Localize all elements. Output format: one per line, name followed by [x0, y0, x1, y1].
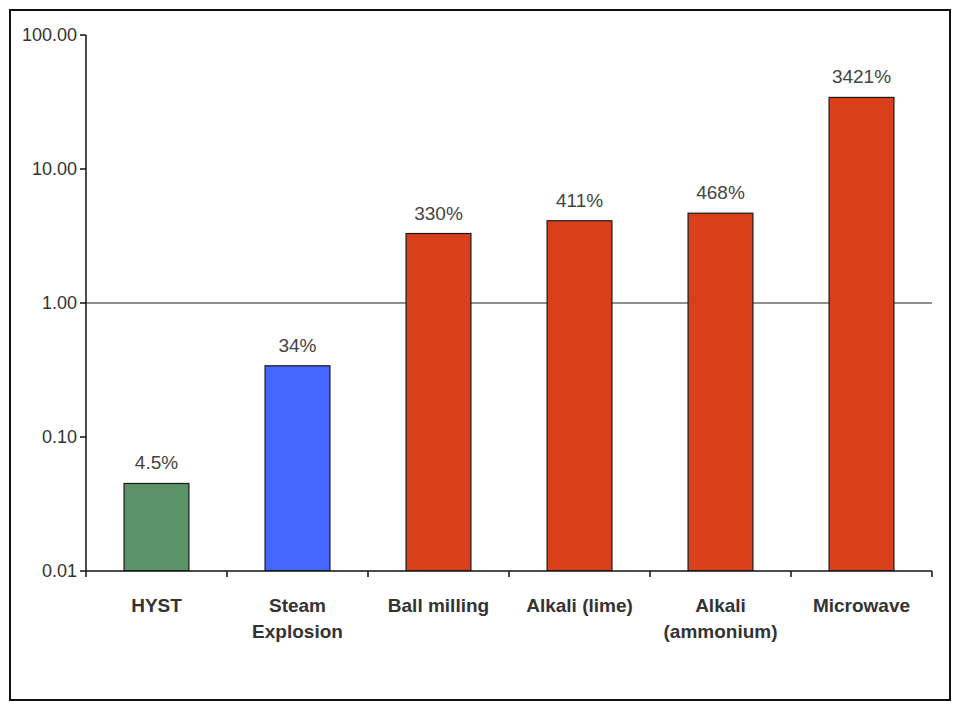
x-tick-label: Steam Explosion	[252, 595, 343, 642]
x-tick-label-line: Steam	[269, 595, 326, 616]
data-label: 330%	[414, 203, 463, 224]
x-tick-label-line: HYST	[131, 595, 182, 616]
bar	[688, 213, 753, 571]
y-tick-label: 0.10	[42, 427, 77, 447]
y-tick-label: 100.00	[22, 25, 77, 45]
x-divider	[85, 571, 87, 577]
x-tick-label: Alkali (lime)	[526, 595, 633, 616]
x-tick-label-line: Explosion	[252, 621, 343, 642]
x-tick-label: Microwave	[813, 595, 910, 616]
data-label: 4.5%	[135, 452, 178, 473]
x-divider	[931, 571, 933, 577]
bar	[547, 221, 612, 571]
data-label: 468%	[696, 182, 745, 203]
bar	[829, 97, 894, 571]
data-label: 34%	[278, 335, 316, 356]
x-tick-label: HYST	[131, 595, 182, 616]
y-tick	[80, 34, 86, 36]
y-tick-label: 0.01	[42, 561, 77, 581]
x-divider	[649, 571, 651, 577]
y-tick-label: 10.00	[32, 159, 77, 179]
y-tick	[80, 436, 86, 438]
x-divider	[508, 571, 510, 577]
x-tick-label: Ball milling	[388, 595, 489, 616]
data-label: 3421%	[832, 66, 891, 87]
y-tick	[80, 302, 86, 304]
y-tick	[80, 570, 86, 572]
y-tick	[80, 168, 86, 170]
bar	[124, 483, 189, 571]
x-divider	[790, 571, 792, 577]
x-divider	[367, 571, 369, 577]
reference-line	[86, 302, 932, 303]
outer-frame	[10, 10, 950, 700]
x-tick-label: Alkali (ammonium)	[664, 595, 778, 642]
x-tick-label-line: Ball milling	[388, 595, 489, 616]
bar	[406, 234, 471, 571]
y-tick-label: 1.00	[42, 293, 77, 313]
data-label: 411%	[556, 190, 603, 211]
bar	[265, 366, 330, 571]
x-tick-label-line: Microwave	[813, 595, 910, 616]
bars	[124, 97, 894, 571]
x-divider	[226, 571, 228, 577]
x-tick-label-line: (ammonium)	[664, 621, 778, 642]
x-tick-label-line: Alkali (lime)	[526, 595, 633, 616]
chart: 4.5% 34% 330% 411% 468% 3421% 0.01 0.10 1.00 10.0…	[0, 0, 959, 710]
x-tick-label-line: Alkali	[695, 595, 746, 616]
